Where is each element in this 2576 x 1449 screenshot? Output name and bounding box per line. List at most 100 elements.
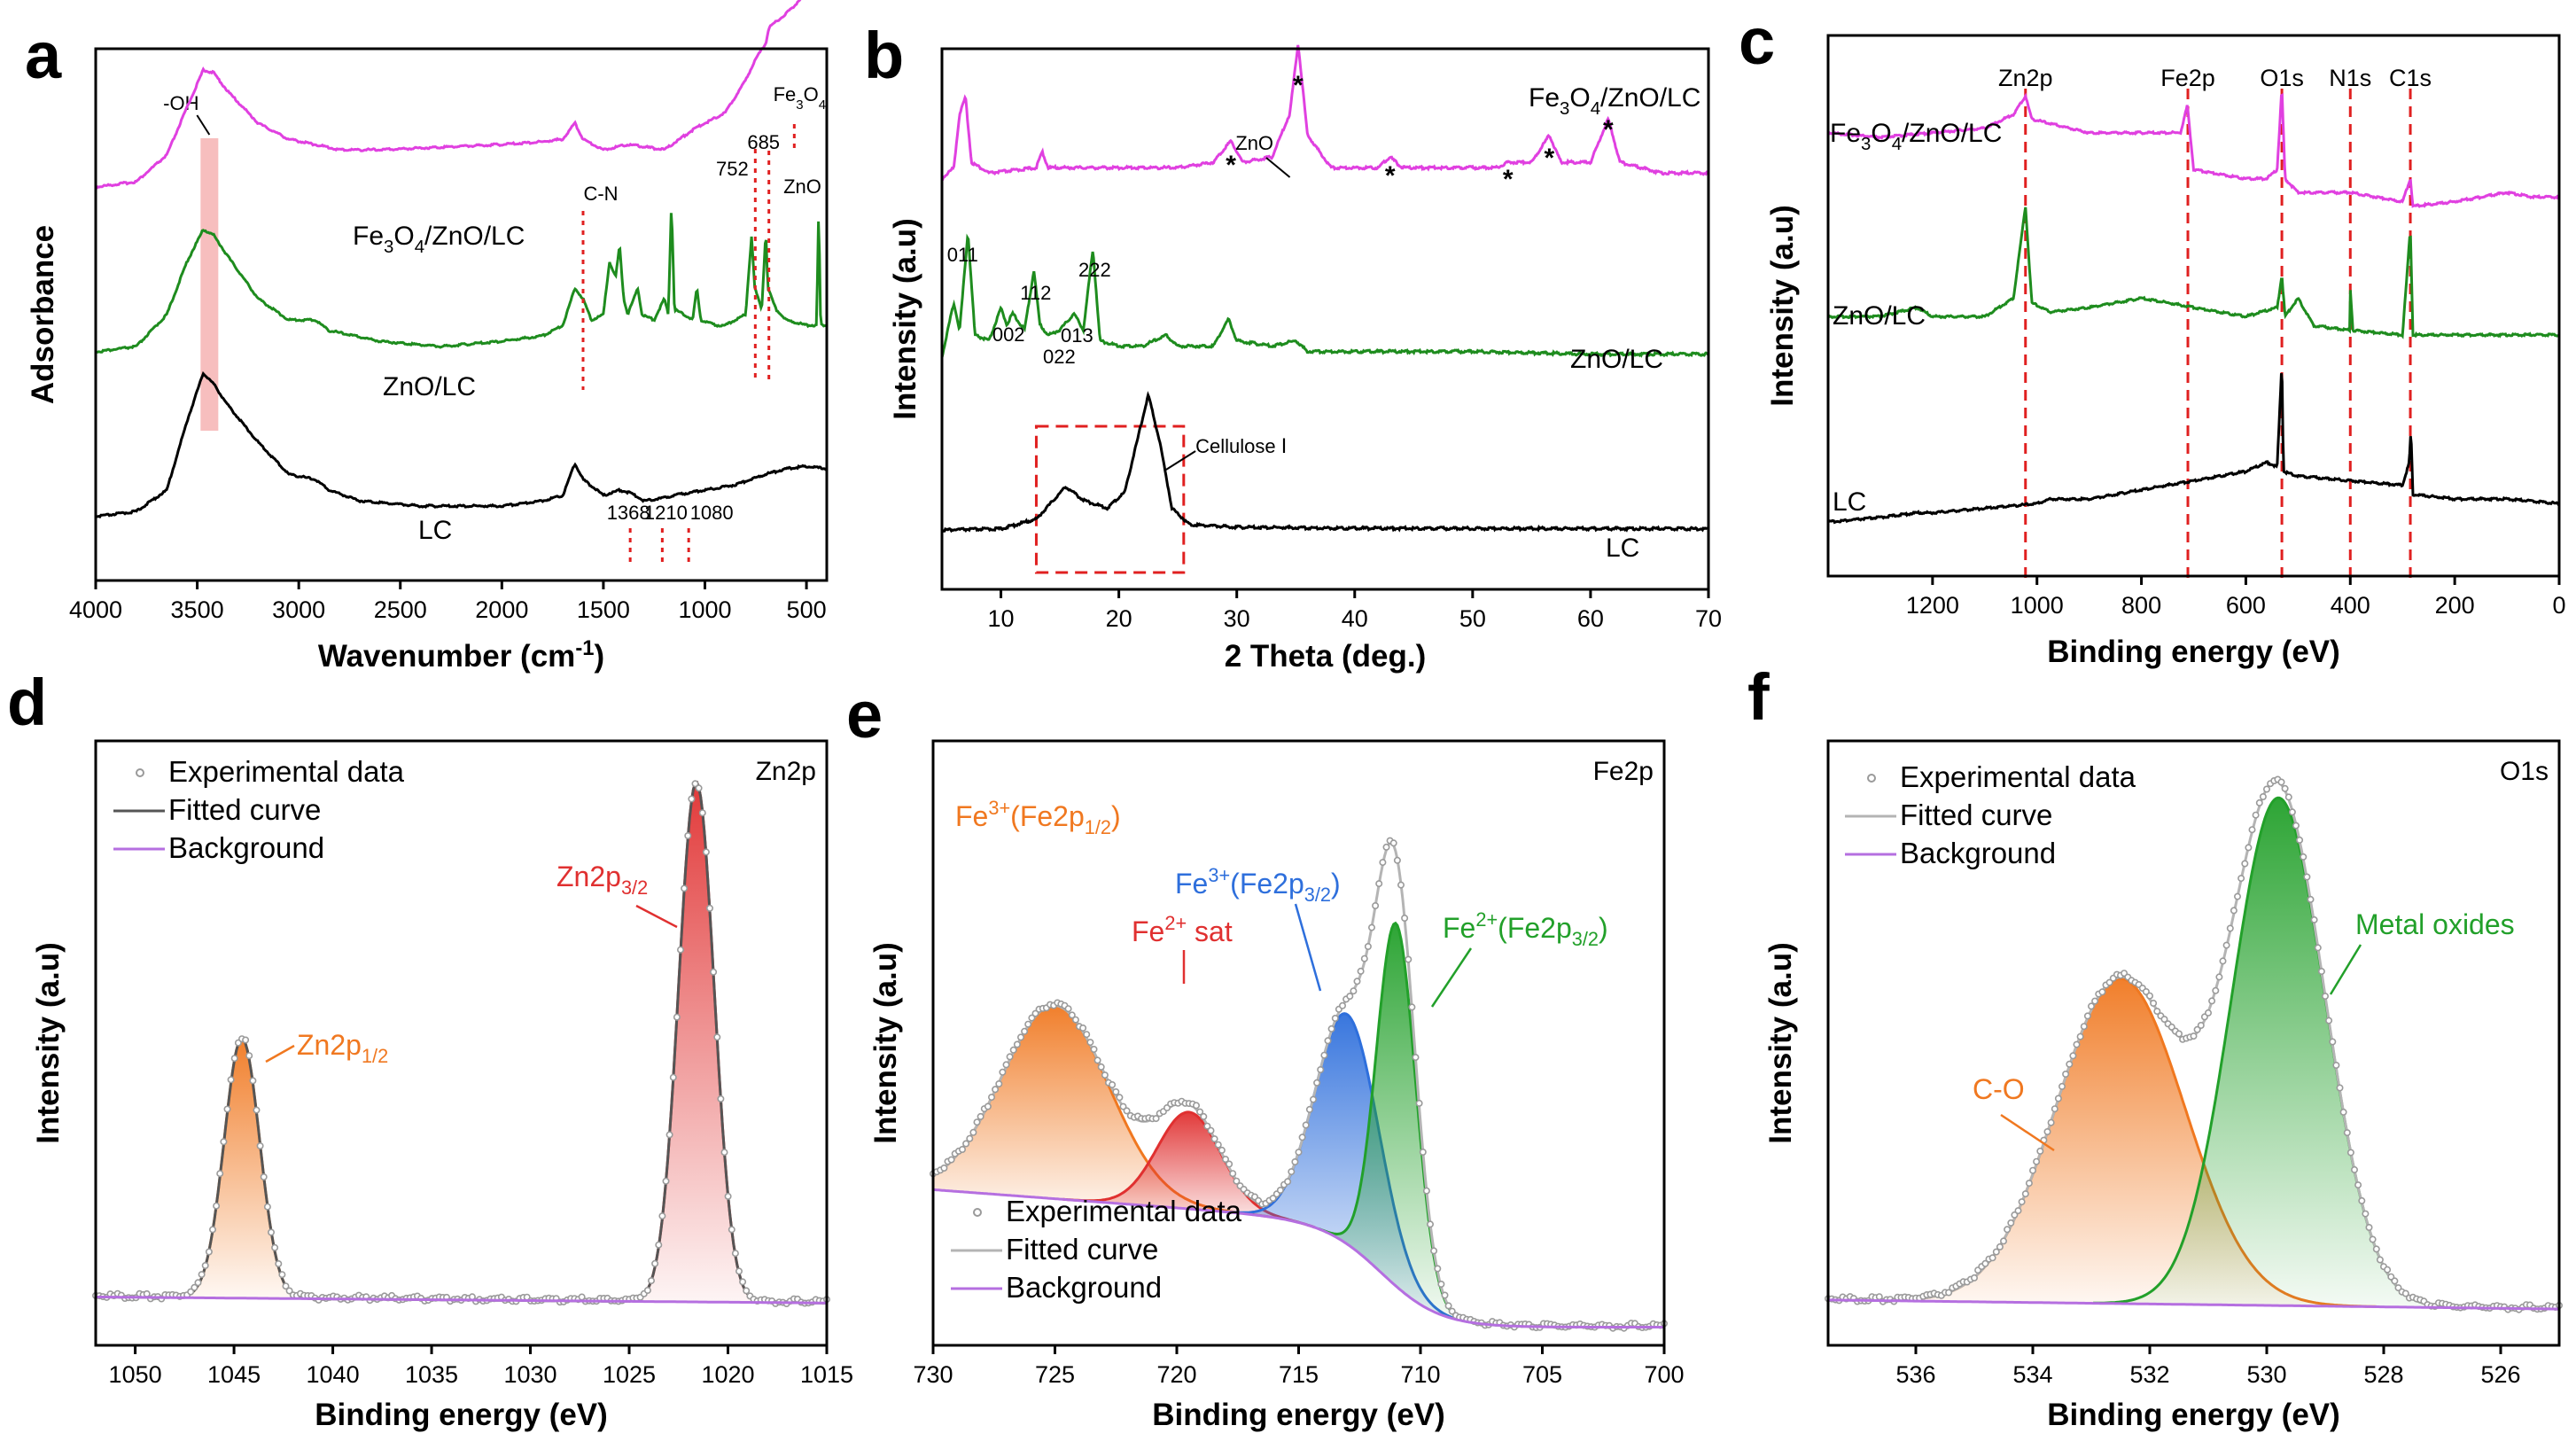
experimental-point xyxy=(720,1149,728,1157)
experimental-point xyxy=(2007,1219,2015,1227)
cellulose-callout: Cellulose Ⅰ xyxy=(1195,435,1287,457)
experimental-point xyxy=(2259,792,2267,800)
x-axis-label: Binding energy (eV) xyxy=(1152,1398,1445,1432)
experimental-point xyxy=(1412,1054,1420,1062)
peak-label-co: C-O xyxy=(1973,1073,2025,1105)
peak-area-1 xyxy=(1062,1111,1316,1228)
series-line-ZnO/LC xyxy=(940,233,1709,358)
experimental-point xyxy=(691,780,699,788)
x-tick-label: 526 xyxy=(2480,1361,2520,1388)
experimental-point xyxy=(2237,875,2245,883)
experimental-point xyxy=(2205,1009,2213,1017)
zno-marker-label: ZnO xyxy=(783,175,821,198)
hkl-022: 022 xyxy=(1043,346,1076,368)
peak-area-0 xyxy=(172,1038,312,1299)
experimental-point xyxy=(710,968,718,976)
x-tick-label: 725 xyxy=(1035,1361,1075,1388)
x-tick-label: 2000 xyxy=(475,596,528,623)
experimental-point xyxy=(2332,1062,2340,1070)
experimental-point xyxy=(223,1105,231,1113)
experimental-point xyxy=(2033,1157,2041,1165)
peak-area-1 xyxy=(626,782,767,1303)
x-tick-label: 800 xyxy=(2121,592,2161,619)
experimental-point xyxy=(209,1226,217,1234)
experimental-point xyxy=(1339,1001,1347,1009)
experimental-point xyxy=(278,1271,286,1279)
experimental-point xyxy=(1288,1168,1296,1176)
experimental-point xyxy=(1017,1033,1025,1041)
peak-area-0 xyxy=(933,1005,1270,1218)
experimental-point xyxy=(2076,1032,2084,1040)
experimental-point xyxy=(2391,1277,2399,1285)
panel-d: 1050 1045 1040 1035 1030 1025 1020 1015 Binding … xyxy=(31,739,853,1432)
experimental-point xyxy=(1368,923,1376,931)
experimental-point xyxy=(1375,880,1383,888)
experimental-point xyxy=(1295,1149,1303,1157)
experimental-point xyxy=(739,1278,747,1286)
experimental-point xyxy=(684,831,692,839)
experimental-point xyxy=(2047,1118,2055,1126)
x-tick-label: 1015 xyxy=(800,1361,853,1388)
experimental-point xyxy=(1310,1095,1318,1103)
experimental-point xyxy=(227,1076,235,1084)
experimental-point xyxy=(688,795,696,803)
zno-callout: ZnO xyxy=(1235,132,1273,154)
experimental-point xyxy=(969,1128,977,1136)
x-tick-label: 1000 xyxy=(678,596,731,623)
x-tick-label: 4000 xyxy=(69,596,122,623)
experimental-point xyxy=(2303,873,2311,881)
experimental-point xyxy=(651,1259,659,1267)
experimental-point xyxy=(2252,811,2260,819)
series-line-ZnO/LC xyxy=(1827,206,2560,339)
experimental-point xyxy=(2307,895,2315,903)
experimental-point xyxy=(2314,944,2322,952)
experimental-point xyxy=(201,1262,209,1270)
experimental-point xyxy=(1298,1133,1306,1141)
experimental-point xyxy=(705,904,713,912)
peak-area-2 xyxy=(1221,1013,1473,1323)
x-tick-label: 60 xyxy=(1577,605,1604,632)
experimental-point xyxy=(681,884,689,892)
experimental-point xyxy=(1444,1302,1452,1310)
cellulose-box xyxy=(1034,425,1186,574)
experimental-point xyxy=(2372,1245,2380,1253)
peak-label-fe3-32: Fe3+(Fe2p3/2) xyxy=(1175,864,1341,906)
x-axis-label: Binding energy (eV) xyxy=(2047,1398,2340,1432)
experimental-point xyxy=(1116,1094,1124,1102)
experimental-point xyxy=(702,848,710,856)
hkl-112: 112 xyxy=(1020,282,1051,304)
experimental-point xyxy=(2150,1000,2158,1008)
experimental-point xyxy=(1401,915,1409,923)
experimental-point xyxy=(191,1283,198,1291)
x-tick-label: 1025 xyxy=(603,1361,656,1388)
experimental-point xyxy=(242,1036,250,1044)
marker-label-Fe2p: Fe2p xyxy=(2160,65,2215,91)
experimental-point xyxy=(669,1073,677,1081)
experimental-point xyxy=(2317,968,2325,976)
peak-star: * xyxy=(1293,71,1304,100)
experimental-point xyxy=(658,1212,666,1220)
peak-star: * xyxy=(1603,115,1614,144)
experimental-point xyxy=(973,1118,981,1126)
experimental-point xyxy=(655,1241,663,1249)
label-752: 752 xyxy=(716,158,749,180)
x-tick-label: 1030 xyxy=(504,1361,557,1388)
fe3o4-marker-label: Fe3O4 xyxy=(774,83,826,113)
experimental-point xyxy=(940,1165,948,1172)
experimental-point xyxy=(676,946,684,954)
experimental-point xyxy=(1101,1071,1109,1079)
x-tick-label: 30 xyxy=(1224,605,1250,632)
experimental-point xyxy=(253,1106,261,1114)
experimental-point xyxy=(1024,1020,1032,1028)
peak-star: * xyxy=(1226,151,1236,180)
experimental-point xyxy=(1327,1024,1335,1032)
experimental-point xyxy=(2146,992,2154,1000)
experimental-point xyxy=(2222,941,2230,949)
experimental-point xyxy=(2351,1165,2359,1173)
marker-label-N1s: N1s xyxy=(2329,65,2371,91)
experimental-point xyxy=(1313,1079,1321,1087)
series-label-fe3o4: Fe3O4/ZnO/LC xyxy=(1830,119,2002,154)
label-685: 685 xyxy=(747,131,780,153)
experimental-point xyxy=(1021,1027,1029,1035)
experimental-point xyxy=(2215,973,2223,981)
